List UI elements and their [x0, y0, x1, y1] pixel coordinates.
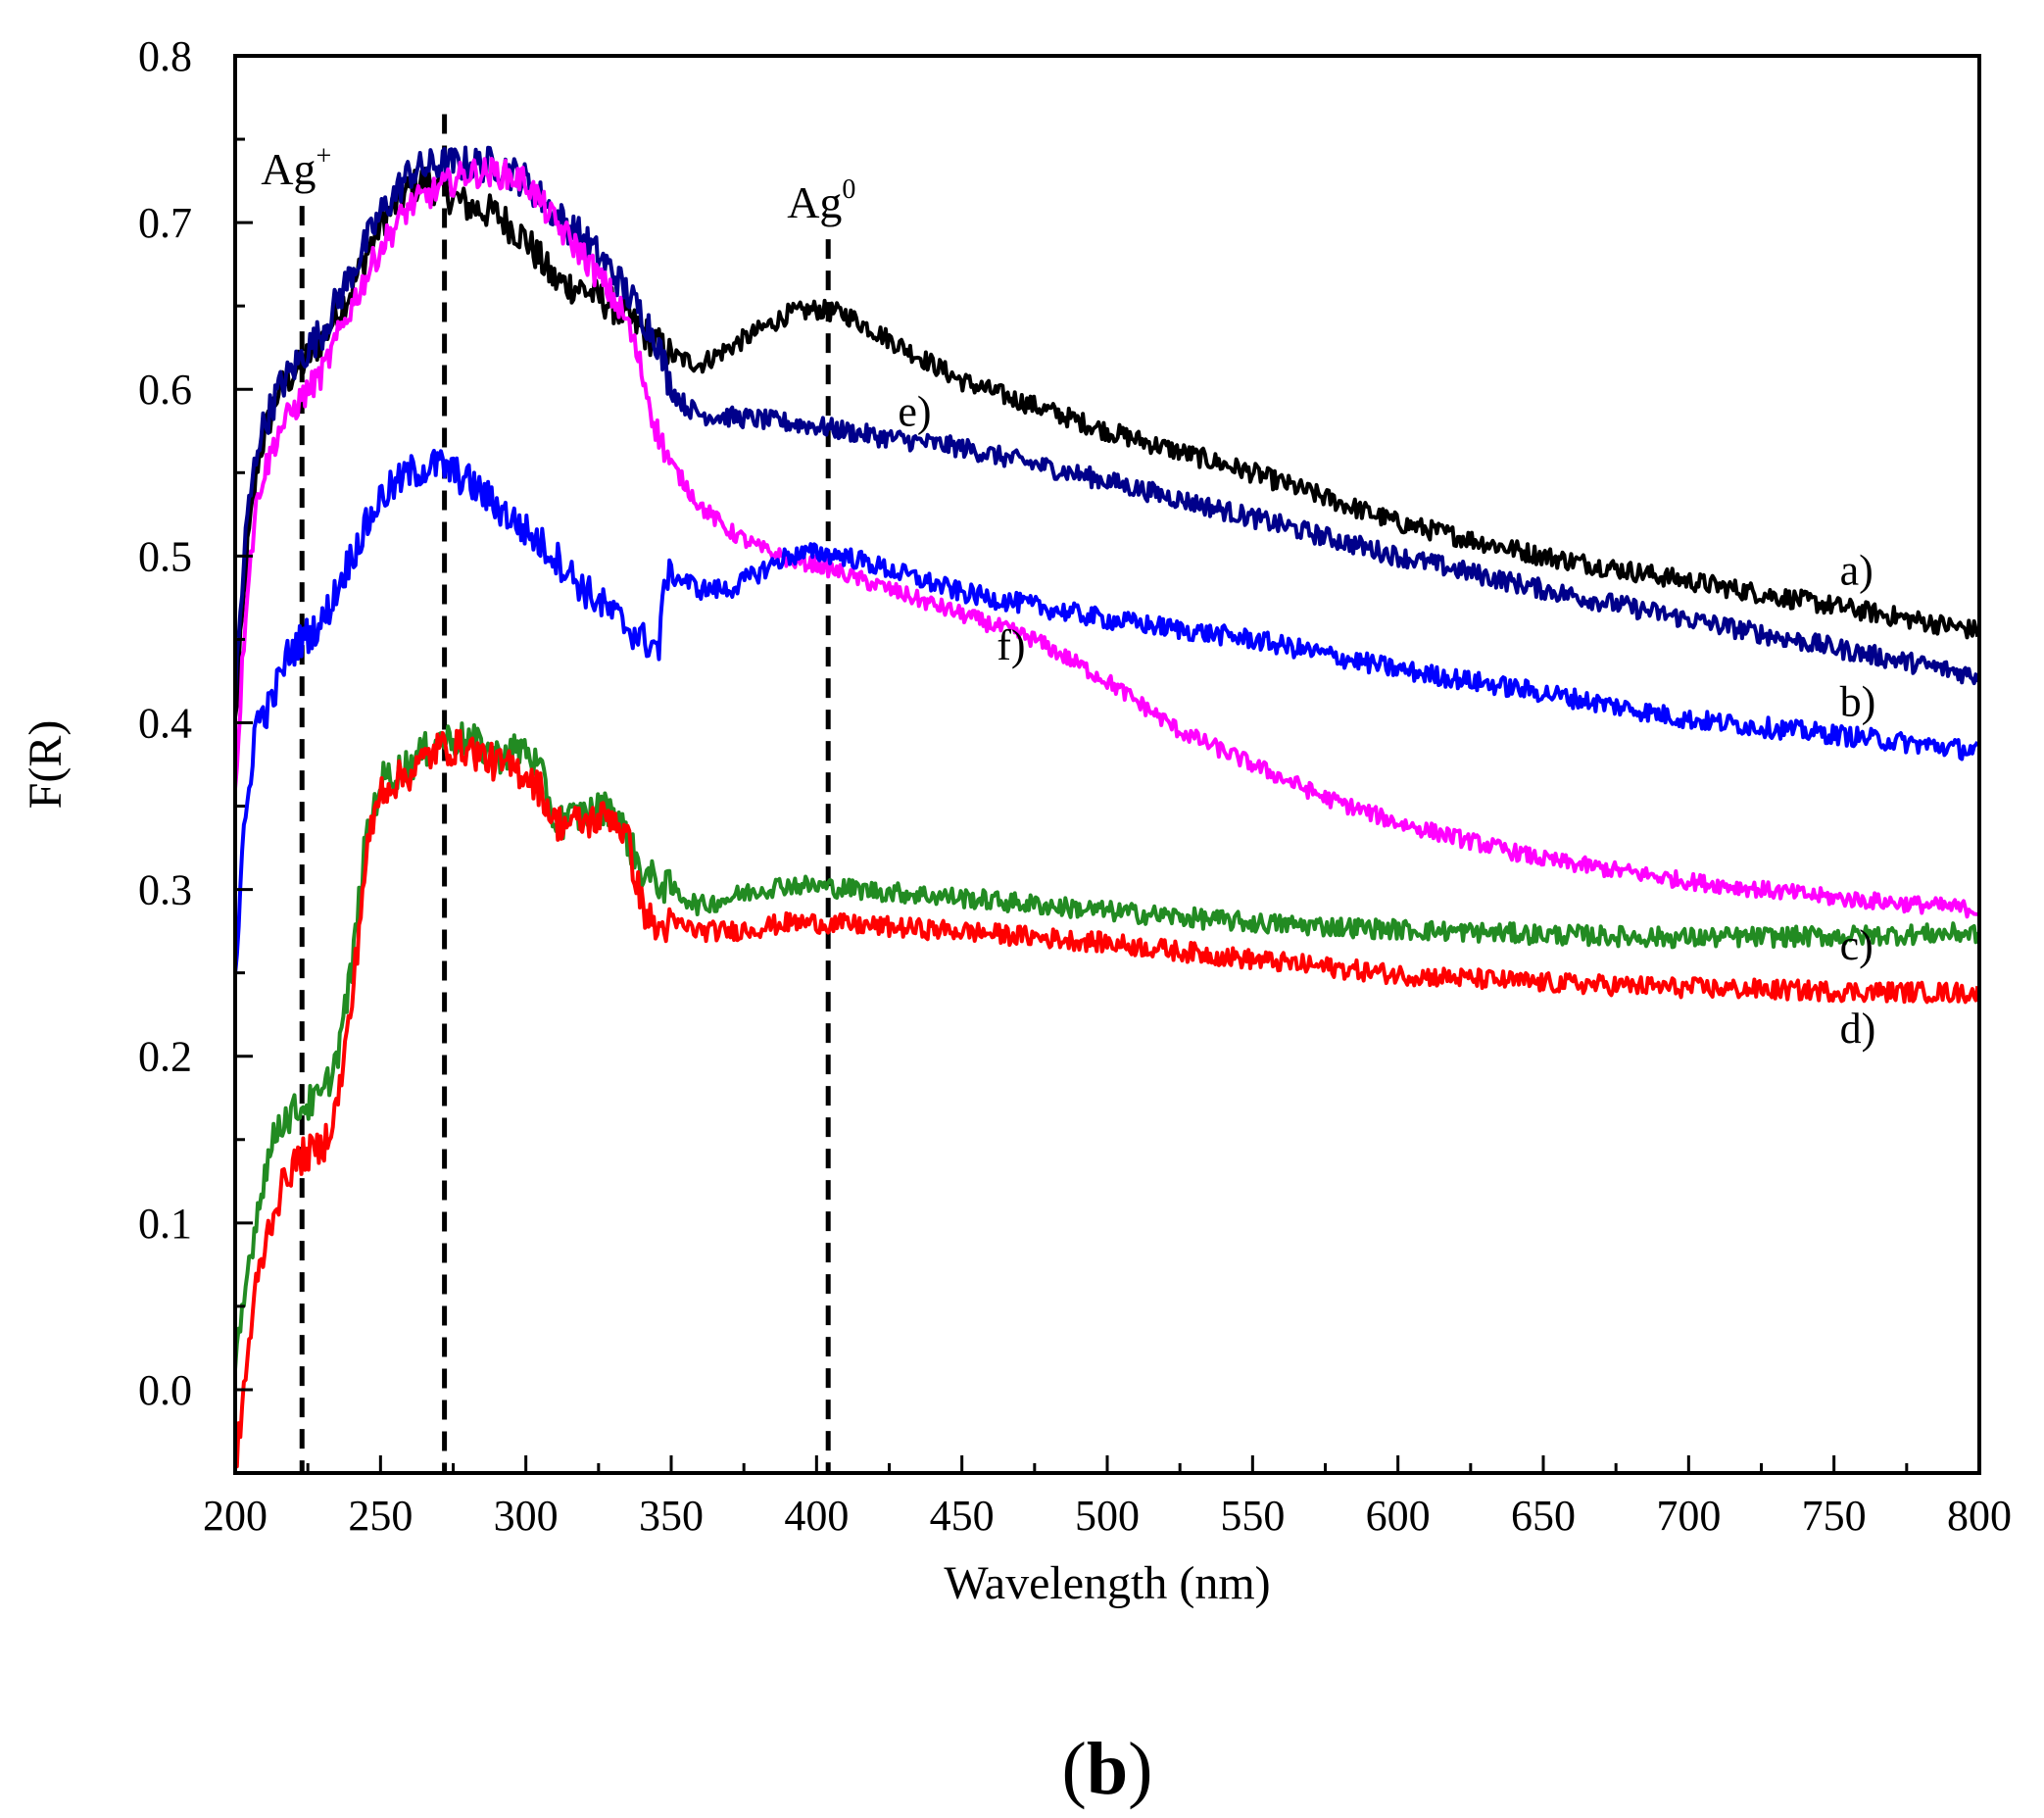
panel-label-open: ( — [1062, 1728, 1087, 1810]
series-label-d: d) — [1840, 1005, 1876, 1053]
x-tick-label: 400 — [784, 1492, 849, 1540]
series-labels: a) e) f) b) c) d) — [898, 388, 1875, 1053]
series-line-c — [233, 721, 1980, 1370]
y-axis-title: F(R) — [20, 720, 72, 810]
series-label-e: e) — [898, 388, 931, 436]
panel-label-letter: b — [1087, 1728, 1128, 1810]
annotation-ag-plus-base: Ag — [261, 144, 316, 194]
x-tick-label: 800 — [1947, 1492, 2012, 1540]
annotation-ag-zero: Ag0 — [787, 174, 855, 227]
x-axis-title: Wavelength (nm) — [944, 1557, 1270, 1609]
annotation-ag-zero-base: Ag — [787, 177, 842, 227]
y-tick-label: 0.6 — [138, 366, 192, 414]
x-tick-label: 700 — [1656, 1492, 1721, 1540]
series-label-f: f) — [997, 621, 1025, 669]
y-axis-ticks: 0.0 0.1 0.2 0.3 0.4 0.5 0.6 0.7 0.8 — [138, 32, 253, 1475]
x-tick-label: 750 — [1802, 1492, 1867, 1540]
series-layer — [233, 145, 1980, 1469]
x-tick-label: 350 — [639, 1492, 704, 1540]
y-tick-label: 0.8 — [138, 32, 192, 80]
panel-label-close: ) — [1128, 1728, 1152, 1810]
y-tick-label: 0.7 — [138, 199, 192, 247]
series-line-e — [233, 145, 1980, 695]
series-label-a: a) — [1840, 546, 1874, 594]
x-tick-label: 650 — [1511, 1492, 1576, 1540]
y-tick-label: 0.2 — [138, 1033, 192, 1081]
series-line-f — [233, 157, 1978, 919]
series-label-b: b) — [1840, 678, 1876, 726]
y-tick-label: 0.1 — [138, 1200, 192, 1248]
x-tick-label: 600 — [1366, 1492, 1431, 1540]
x-tick-label: 300 — [494, 1492, 559, 1540]
x-tick-label: 200 — [203, 1492, 268, 1540]
x-tick-label: 550 — [1220, 1492, 1285, 1540]
series-label-c: c) — [1840, 921, 1874, 969]
x-tick-label: 450 — [930, 1492, 995, 1540]
x-tick-label: 250 — [348, 1492, 413, 1540]
y-tick-label: 0.3 — [138, 866, 192, 914]
y-tick-label: 0.5 — [138, 532, 192, 580]
series-line-d — [233, 728, 1980, 1469]
annotation-ag-zero-sup: 0 — [842, 174, 855, 205]
annotation-ag-plus: Ag+ — [261, 141, 331, 194]
y-tick-label: 0.4 — [138, 699, 192, 747]
reference-lines — [299, 114, 831, 1473]
y-tick-label: 0.0 — [138, 1366, 192, 1414]
annotation-ag-plus-sup: + — [316, 141, 331, 172]
series-line-b — [233, 448, 1979, 974]
x-tick-label: 500 — [1075, 1492, 1140, 1540]
series-line-a — [233, 167, 1980, 718]
panel-label: (b) — [1062, 1728, 1153, 1810]
x-axis-ticks: 200 250 300 350 400 450 500 550 600 650 700 750 800 — [203, 1455, 2012, 1540]
